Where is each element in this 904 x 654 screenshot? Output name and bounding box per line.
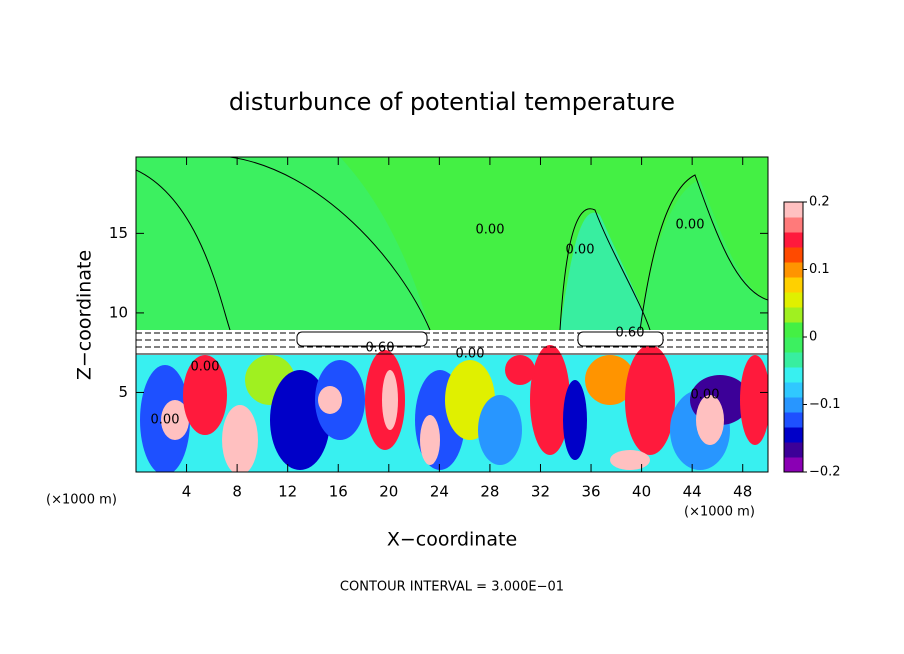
colorbar-swatch (784, 277, 803, 293)
field-patch (625, 345, 675, 455)
y-tick-label: 5 (118, 383, 128, 401)
contour-label: 0.00 (566, 243, 595, 258)
contour-label: 0.00 (456, 347, 485, 362)
contour-label: 0.00 (691, 388, 720, 403)
colorbar-swatch (784, 247, 803, 263)
field-patch (420, 415, 440, 465)
x-axis-label: X−coordinate (387, 529, 517, 551)
contour-line (136, 169, 231, 331)
field-patch (530, 345, 570, 455)
colorbar-swatch (784, 262, 803, 278)
x-tick-label: 4 (182, 483, 192, 501)
contour-label: 0.60 (366, 341, 395, 356)
colorbar-swatch (784, 382, 803, 398)
field-patch (136, 157, 430, 330)
field-patch (696, 395, 724, 445)
colorbar-swatch (784, 397, 803, 413)
x-tick-label: 28 (480, 483, 499, 501)
contour-label: 0.00 (476, 223, 505, 238)
y-tick-label: 15 (109, 224, 128, 242)
field-patch (161, 400, 189, 440)
field-patch (318, 386, 342, 414)
contour-line (296, 331, 428, 347)
field-patch (183, 355, 227, 435)
colorbar-swatch (784, 442, 803, 458)
x-unit-label: (×1000 m) (46, 493, 117, 508)
y-axis-label: Z−coordinate (74, 250, 96, 380)
contour-line (639, 174, 768, 331)
colorbar-swatch (784, 412, 803, 428)
field-patch (585, 355, 635, 405)
field-patch (222, 405, 258, 472)
colorbar-tick-label: 0.2 (809, 195, 830, 210)
colorbar-swatch (784, 232, 803, 248)
colorbar-swatch (784, 322, 803, 338)
field-patch (610, 450, 650, 470)
field-patch (478, 395, 522, 465)
x-tick-label: 36 (581, 483, 600, 501)
contour-line (229, 157, 431, 331)
x-tick-label: 16 (329, 483, 348, 501)
field-patch (270, 370, 330, 470)
footnote: CONTOUR INTERVAL = 3.000E−01 (340, 580, 564, 595)
colorbar-tick-label: 0.1 (809, 262, 830, 277)
field-patch (382, 370, 398, 430)
contour-label: 0.00 (151, 413, 180, 428)
chart-title: disturbunce of potential temperature (229, 88, 675, 116)
contour-label: 0.00 (191, 360, 220, 375)
colorbar-swatch (784, 367, 803, 383)
colorbar-swatch (784, 307, 803, 323)
x-tick-label: 24 (430, 483, 449, 501)
field (136, 157, 768, 472)
x-tick-label: 8 (232, 483, 242, 501)
x-unit-label: (×1000 m) (684, 505, 755, 520)
colorbar-swatch (784, 292, 803, 308)
colorbar-tick-label: −0.2 (809, 465, 841, 480)
field-patch (560, 212, 650, 330)
contour-label: 0.00 (676, 218, 705, 233)
field-patch (505, 355, 535, 385)
x-tick-label: 20 (379, 483, 398, 501)
x-tick-label: 44 (683, 483, 702, 501)
contour-line (559, 208, 651, 331)
x-tick-label: 12 (278, 483, 297, 501)
y-tick-label: 10 (109, 303, 128, 321)
x-tick-label: 40 (632, 483, 651, 501)
field-patch (740, 355, 768, 445)
x-tick-label: 48 (733, 483, 752, 501)
colorbar-swatch (784, 352, 803, 368)
field-band (136, 330, 768, 355)
colorbar-tick-label: 0 (809, 330, 817, 345)
colorbar-swatch (784, 427, 803, 443)
field-patch (563, 380, 587, 460)
contour-line (577, 331, 664, 347)
contour-label: 0.60 (616, 326, 645, 341)
x-tick-label: 32 (531, 483, 550, 501)
colorbar-swatch (784, 337, 803, 353)
field-patch (640, 180, 768, 330)
colorbar-swatch (784, 457, 803, 473)
colorbar-swatch (784, 202, 803, 218)
colorbar-tick-label: −0.1 (809, 397, 841, 412)
plot-frame (135, 156, 769, 473)
colorbar-swatch (784, 217, 803, 233)
